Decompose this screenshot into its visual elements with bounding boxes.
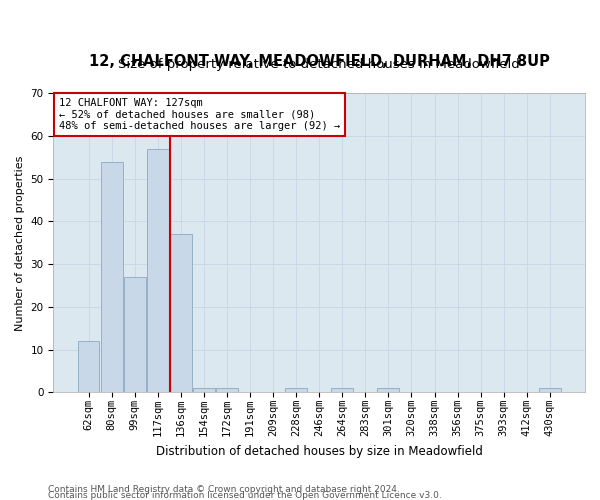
Bar bbox=[101, 162, 122, 392]
Bar bbox=[77, 341, 100, 392]
Bar bbox=[124, 277, 146, 392]
Bar bbox=[216, 388, 238, 392]
Bar bbox=[147, 149, 169, 392]
Bar bbox=[377, 388, 400, 392]
Text: Contains HM Land Registry data © Crown copyright and database right 2024.: Contains HM Land Registry data © Crown c… bbox=[48, 484, 400, 494]
Bar bbox=[285, 388, 307, 392]
Y-axis label: Number of detached properties: Number of detached properties bbox=[15, 155, 25, 330]
Text: 12 CHALFONT WAY: 127sqm
← 52% of detached houses are smaller (98)
48% of semi-de: 12 CHALFONT WAY: 127sqm ← 52% of detache… bbox=[59, 98, 340, 131]
Bar bbox=[539, 388, 561, 392]
Bar bbox=[193, 388, 215, 392]
Text: 12, CHALFONT WAY, MEADOWFIELD, DURHAM, DH7 8UP: 12, CHALFONT WAY, MEADOWFIELD, DURHAM, D… bbox=[89, 54, 550, 70]
Text: Contains public sector information licensed under the Open Government Licence v3: Contains public sector information licen… bbox=[48, 490, 442, 500]
Bar bbox=[170, 234, 192, 392]
Title: Size of property relative to detached houses in Meadowfield: Size of property relative to detached ho… bbox=[118, 58, 520, 71]
X-axis label: Distribution of detached houses by size in Meadowfield: Distribution of detached houses by size … bbox=[156, 444, 482, 458]
Bar bbox=[331, 388, 353, 392]
